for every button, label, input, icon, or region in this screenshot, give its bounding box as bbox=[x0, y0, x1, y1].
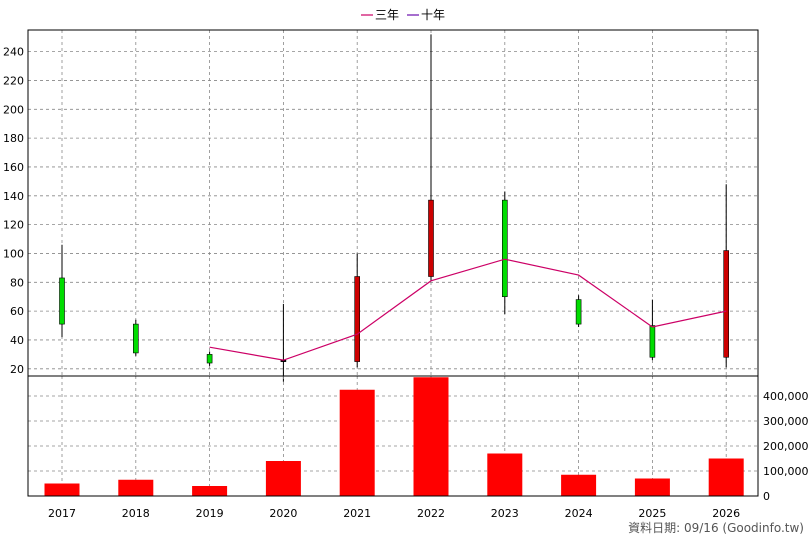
x-tick-label: 2022 bbox=[417, 507, 445, 520]
volume-bar bbox=[118, 479, 154, 496]
price-panel: 20 40 60 80 100 120 140 160 180 200 220 240 bbox=[3, 29, 759, 382]
volume-bar bbox=[708, 458, 744, 496]
candle-body bbox=[428, 199, 434, 277]
x-tick-label: 2018 bbox=[122, 507, 150, 520]
volume-bar bbox=[487, 453, 523, 496]
x-tick-label: 2017 bbox=[48, 507, 76, 520]
price-axis: 20 40 60 80 100 120 140 160 180 200 220 240 bbox=[3, 46, 24, 376]
candle-body bbox=[206, 354, 213, 364]
volume-grid bbox=[28, 376, 758, 496]
price-tick-label: 40 bbox=[10, 334, 24, 347]
source-text: 資料日期: 09/16 (Goodinfo.tw) bbox=[628, 521, 804, 535]
volume-tick-label: 0 bbox=[763, 490, 770, 503]
volume-bar bbox=[265, 461, 301, 496]
volume-bar bbox=[413, 377, 449, 496]
volume-bar bbox=[44, 483, 80, 496]
x-tick-label: 2024 bbox=[565, 507, 593, 520]
legend: 三年 十年 bbox=[361, 8, 445, 22]
volume-tick-label: 200,000 bbox=[763, 440, 808, 453]
candlesticks bbox=[59, 34, 730, 382]
candle-body bbox=[723, 250, 730, 358]
x-tick-label: 2019 bbox=[196, 507, 224, 520]
price-tick-label: 120 bbox=[3, 219, 24, 232]
legend-label-three-year: 三年 bbox=[375, 8, 399, 22]
x-tick-label: 2026 bbox=[712, 507, 740, 520]
candle-body bbox=[354, 276, 361, 362]
candle-body bbox=[59, 277, 65, 325]
price-tick-label: 220 bbox=[3, 74, 24, 87]
volume-bar bbox=[339, 389, 375, 496]
volume-panel: 0 100,000 200,000 300,000 400,000 bbox=[27, 375, 808, 503]
price-tick-label: 200 bbox=[3, 103, 24, 116]
volume-bars bbox=[44, 377, 744, 496]
candle-body bbox=[649, 325, 656, 358]
x-tick-label: 2023 bbox=[491, 507, 519, 520]
x-tick-label: 2025 bbox=[638, 507, 666, 520]
legend-label-ten-year: 十年 bbox=[421, 8, 445, 22]
x-tick-label: 2020 bbox=[269, 507, 297, 520]
three-year-average-line bbox=[209, 258, 727, 361]
price-tick-label: 140 bbox=[3, 190, 24, 203]
volume-tick-label: 400,000 bbox=[763, 390, 808, 403]
candle-body bbox=[501, 199, 508, 298]
price-tick-label: 180 bbox=[3, 132, 24, 145]
volume-bar bbox=[561, 474, 597, 496]
price-tick-label: 60 bbox=[10, 305, 24, 318]
price-tick-label: 160 bbox=[3, 161, 24, 174]
price-tick-label: 20 bbox=[10, 363, 24, 376]
volume-tick-label: 100,000 bbox=[763, 465, 808, 478]
price-tick-label: 80 bbox=[10, 276, 24, 289]
candle-body bbox=[133, 323, 139, 354]
volume-bar bbox=[192, 486, 228, 496]
volume-bar bbox=[634, 478, 670, 496]
volume-panel-frame bbox=[27, 375, 759, 497]
candle-body bbox=[575, 299, 582, 325]
volume-tick-label: 300,000 bbox=[763, 415, 808, 428]
price-tick-label: 240 bbox=[3, 46, 24, 59]
price-tick-label: 100 bbox=[3, 247, 24, 260]
x-axis: 2017 2018 2019 2020 2021 2022 2023 2024 2025 2026 bbox=[48, 507, 740, 520]
volume-axis: 0 100,000 200,000 300,000 400,000 bbox=[763, 390, 808, 503]
x-tick-label: 2021 bbox=[343, 507, 371, 520]
